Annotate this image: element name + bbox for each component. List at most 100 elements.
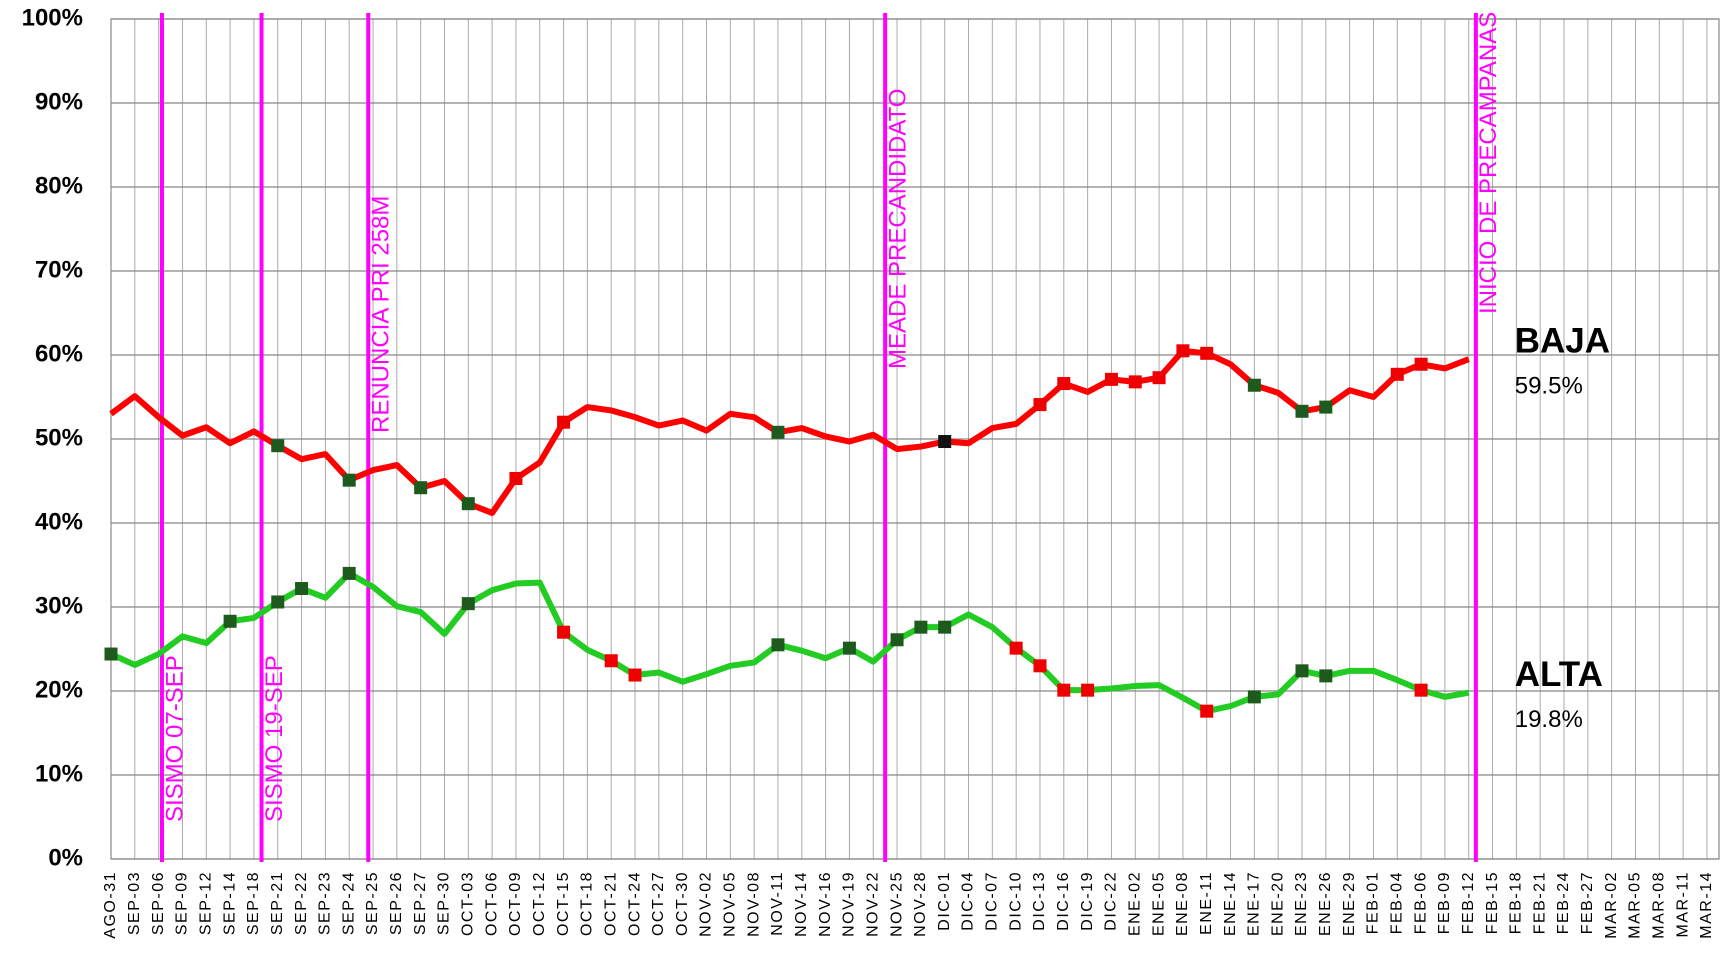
point-marker <box>1200 704 1214 718</box>
x-tick-label: FEB-27 <box>1579 871 1596 934</box>
series-name: ALTA <box>1515 655 1603 694</box>
x-tick-label: OCT-24 <box>626 871 643 936</box>
x-tick-label: NOV-08 <box>745 871 762 937</box>
point-marker <box>842 641 856 655</box>
point-marker <box>104 647 118 661</box>
series-name: BAJA <box>1515 321 1610 360</box>
x-tick-label: DIC-16 <box>1055 871 1072 931</box>
point-marker <box>271 595 285 609</box>
x-tick-label: SEP-27 <box>412 871 429 935</box>
series-line <box>109 347 1470 516</box>
x-tick-label: NOV-19 <box>841 871 858 937</box>
event-label: SISMO 07-SEP <box>161 655 188 822</box>
y-tick-label: 40% <box>35 508 83 535</box>
x-tick-label: OCT-09 <box>507 871 524 936</box>
x-tick-label: ENE-05 <box>1150 871 1167 936</box>
x-tick-label: OCT-30 <box>674 871 691 936</box>
x-tick-label: SEP-21 <box>269 871 286 935</box>
y-tick-label: 70% <box>35 256 83 283</box>
point-marker <box>1152 371 1166 385</box>
point-marker <box>938 620 952 634</box>
x-tick-label: SEP-24 <box>340 871 357 935</box>
point-marker <box>1081 683 1095 697</box>
point-marker <box>342 566 356 580</box>
point-marker <box>295 582 309 596</box>
point-marker <box>557 415 571 429</box>
point-marker <box>1176 344 1190 358</box>
x-tick-label: MAR-05 <box>1627 871 1644 939</box>
x-tick-label: ENE-26 <box>1317 871 1334 936</box>
y-tick-label: 30% <box>35 592 83 619</box>
x-tick-label: ENE-11 <box>1198 871 1215 935</box>
x-tick-label: OCT-06 <box>483 871 500 936</box>
event-label: MEADE PRECANDIDATO <box>884 89 911 370</box>
x-tick-label: DIC-07 <box>984 871 1001 931</box>
y-tick-label: 50% <box>35 424 83 451</box>
x-tick-label: ENE-23 <box>1293 871 1310 936</box>
point-marker <box>271 439 285 453</box>
point-marker <box>342 473 356 487</box>
x-tick-label: SEP-23 <box>317 871 334 935</box>
point-marker <box>938 435 952 449</box>
x-tick-label: MAR-14 <box>1698 871 1715 939</box>
point-marker <box>1319 400 1333 414</box>
point-marker <box>890 633 904 647</box>
x-tick-label: SEP-03 <box>126 871 143 935</box>
x-tick-label: FEB-18 <box>1508 871 1525 934</box>
point-marker <box>1033 659 1047 673</box>
point-marker <box>1247 690 1261 704</box>
x-tick-label: OCT-27 <box>650 871 667 936</box>
x-tick-label: FEB-21 <box>1531 871 1548 934</box>
point-marker <box>771 425 785 439</box>
y-tick-label: 10% <box>35 760 83 787</box>
plot-border <box>110 18 1720 860</box>
series-line <box>109 570 1470 715</box>
x-tick-label: DIC-04 <box>960 871 977 931</box>
x-tick-label: FEB-01 <box>1365 871 1382 934</box>
point-marker <box>628 668 642 682</box>
point-marker <box>461 497 475 511</box>
x-tick-label: NOV-05 <box>722 871 739 937</box>
x-tick-label: OCT-18 <box>579 871 596 936</box>
x-tick-label: MAR-02 <box>1603 871 1620 939</box>
x-tick-label: OCT-15 <box>555 871 572 936</box>
point-marker <box>414 481 428 495</box>
x-tick-label: NOV-14 <box>793 871 810 937</box>
x-tick-label: NOV-11 <box>769 871 786 936</box>
point-marker <box>1104 372 1118 386</box>
point-marker <box>1295 404 1309 418</box>
x-tick-label: SEP-30 <box>436 871 453 935</box>
point-marker <box>1414 357 1428 371</box>
event-label: RENUNCIA PRI 258M <box>368 196 395 433</box>
event-label: INICIO DE PRECAMPAÑAS <box>1475 12 1502 314</box>
x-tick-label: SEP-18 <box>245 871 262 935</box>
point-marker <box>1200 346 1214 360</box>
x-tick-label: SEP-25 <box>364 871 381 935</box>
x-tick-label: ENE-29 <box>1341 871 1358 936</box>
x-tick-label: NOV-02 <box>698 871 715 937</box>
point-marker <box>509 471 523 485</box>
point-marker <box>557 625 571 639</box>
point-marker <box>1128 375 1142 389</box>
x-tick-label: SEP-09 <box>174 871 191 935</box>
end-value-label: 59.5% <box>1515 373 1583 400</box>
x-tick-label: DIC-19 <box>1079 871 1096 931</box>
point-marker <box>1009 641 1023 655</box>
x-tick-label: SEP-26 <box>388 871 405 935</box>
x-tick-label: FEB-12 <box>1460 871 1477 934</box>
x-tick-label: FEB-04 <box>1388 871 1405 934</box>
x-tick-label: OCT-21 <box>602 871 619 936</box>
x-tick-label: FEB-06 <box>1412 871 1429 934</box>
y-tick-label: 100% <box>22 4 83 31</box>
x-tick-label: SEP-14 <box>221 871 238 935</box>
x-tick-label: OCT-03 <box>460 871 477 936</box>
point-marker <box>1033 398 1047 412</box>
x-tick-label: DIC-13 <box>1031 871 1048 931</box>
x-tick-label: ENE-08 <box>1174 871 1191 936</box>
point-marker <box>223 614 237 628</box>
point-marker <box>914 620 928 634</box>
x-tick-label: FEB-15 <box>1484 871 1501 934</box>
x-tick-label: NOV-22 <box>864 871 881 937</box>
point-marker <box>1414 683 1428 697</box>
y-tick-label: 0% <box>48 844 83 871</box>
